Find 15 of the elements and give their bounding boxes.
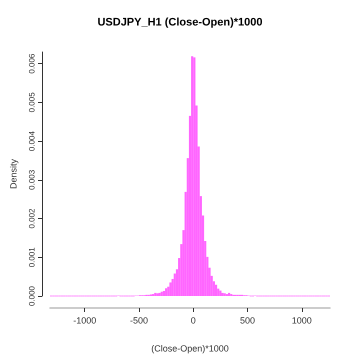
x-tick-label: -1000 bbox=[73, 316, 96, 326]
y-axis-title: Density bbox=[8, 158, 18, 190]
chart-title: USDJPY_H1 (Close-Open)*1000 bbox=[97, 16, 263, 28]
y-tick-label: 0.006 bbox=[28, 53, 36, 74]
y-tick-label: 0.001 bbox=[28, 246, 36, 268]
x-tick-label: 1000 bbox=[292, 316, 312, 326]
x-axis-title: (Close-Open)*1000 bbox=[151, 344, 229, 354]
y-tick-label: 0.002 bbox=[28, 208, 36, 229]
y-tick-label: 0.003 bbox=[28, 169, 36, 190]
x-tick-label: 0 bbox=[190, 316, 196, 326]
x-tick-label: 500 bbox=[240, 316, 256, 326]
x-tick-label: -500 bbox=[130, 316, 148, 326]
y-tick-label: 0.000 bbox=[28, 285, 36, 306]
y-tick-label: 0.005 bbox=[28, 92, 36, 112]
y-tick-label: 0.004 bbox=[28, 130, 36, 152]
